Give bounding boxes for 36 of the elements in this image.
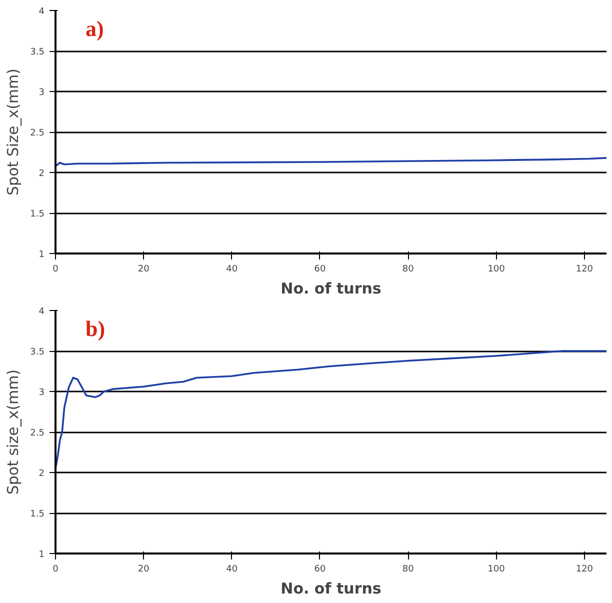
x-tick-label: 0 bbox=[52, 264, 59, 274]
y-tick-label: 2 bbox=[38, 469, 45, 479]
x-tick-label: 80 bbox=[402, 264, 414, 274]
x-axis-title: No. of turns bbox=[280, 280, 382, 298]
x-tick-label: 100 bbox=[488, 264, 506, 274]
x-tick-label: 60 bbox=[314, 564, 326, 574]
y-tick-label: 4 bbox=[38, 307, 45, 317]
x-tick-label: 20 bbox=[138, 264, 150, 274]
x-tick-label: 0 bbox=[52, 564, 59, 574]
y-tick-label: 1.5 bbox=[30, 210, 45, 220]
y-axis-title: Spot Size_x(mm) bbox=[4, 68, 22, 196]
x-tick-label: 40 bbox=[226, 264, 238, 274]
line-series bbox=[56, 157, 606, 167]
y-tick-label: 1 bbox=[38, 550, 45, 560]
y-tick-label: 2.5 bbox=[30, 428, 45, 438]
x-tick-label: 20 bbox=[138, 564, 150, 574]
annotation: a) bbox=[86, 16, 104, 41]
y-tick-label: 3 bbox=[38, 388, 45, 398]
x-tick-label: 40 bbox=[226, 564, 238, 574]
annotation: b) bbox=[86, 316, 106, 341]
y-tick-label: 2 bbox=[38, 169, 45, 179]
x-tick-label: 120 bbox=[576, 564, 594, 574]
y-tick-label: 4 bbox=[38, 7, 45, 17]
y-tick-label: 1 bbox=[38, 250, 45, 260]
y-tick-label: 3 bbox=[38, 88, 45, 98]
x-tick-label: 80 bbox=[402, 564, 414, 574]
x-tick-label: 100 bbox=[488, 564, 506, 574]
line-series bbox=[56, 350, 606, 470]
y-axis-title: Spot size_x(mm) bbox=[4, 369, 22, 495]
y-tick-label: 2.5 bbox=[30, 128, 45, 138]
y-tick-label: 3.5 bbox=[30, 348, 45, 358]
x-tick-label: 120 bbox=[576, 264, 594, 274]
x-axis-title: No. of turns bbox=[280, 580, 382, 598]
y-tick-label: 1.5 bbox=[30, 510, 45, 520]
y-tick-label: 3.5 bbox=[30, 48, 45, 58]
x-tick-label: 60 bbox=[314, 264, 326, 274]
